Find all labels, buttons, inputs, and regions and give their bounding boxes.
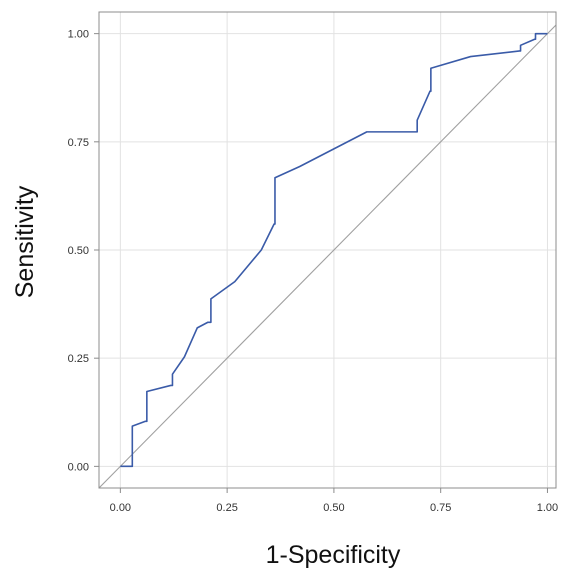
x-tick-label: 0.25 [216, 502, 237, 514]
x-tick-label: 0.75 [430, 502, 451, 514]
y-tick-label: 0.75 [68, 137, 89, 149]
x-axis-title: 1-Specificity [266, 541, 401, 569]
y-tick-label: 1.00 [68, 29, 89, 41]
y-tick-label: 0.00 [68, 461, 89, 473]
reference-diagonal-line [98, 24, 557, 489]
y-axis-title: Sensitivity [11, 185, 39, 298]
x-tick-label: 1.00 [537, 502, 558, 514]
series-layer [98, 24, 557, 489]
y-tick-label: 0.25 [68, 353, 89, 365]
roc-curve-line [120, 32, 548, 468]
y-tick-label: 0.50 [68, 245, 89, 257]
tick-layer: 0.00 0.25 0.50 0.75 1.00 0.00 0.25 0.50 0.75 1.00 [68, 29, 559, 514]
x-tick-label: 0.00 [110, 502, 131, 514]
x-tick-label: 0.50 [323, 502, 344, 514]
